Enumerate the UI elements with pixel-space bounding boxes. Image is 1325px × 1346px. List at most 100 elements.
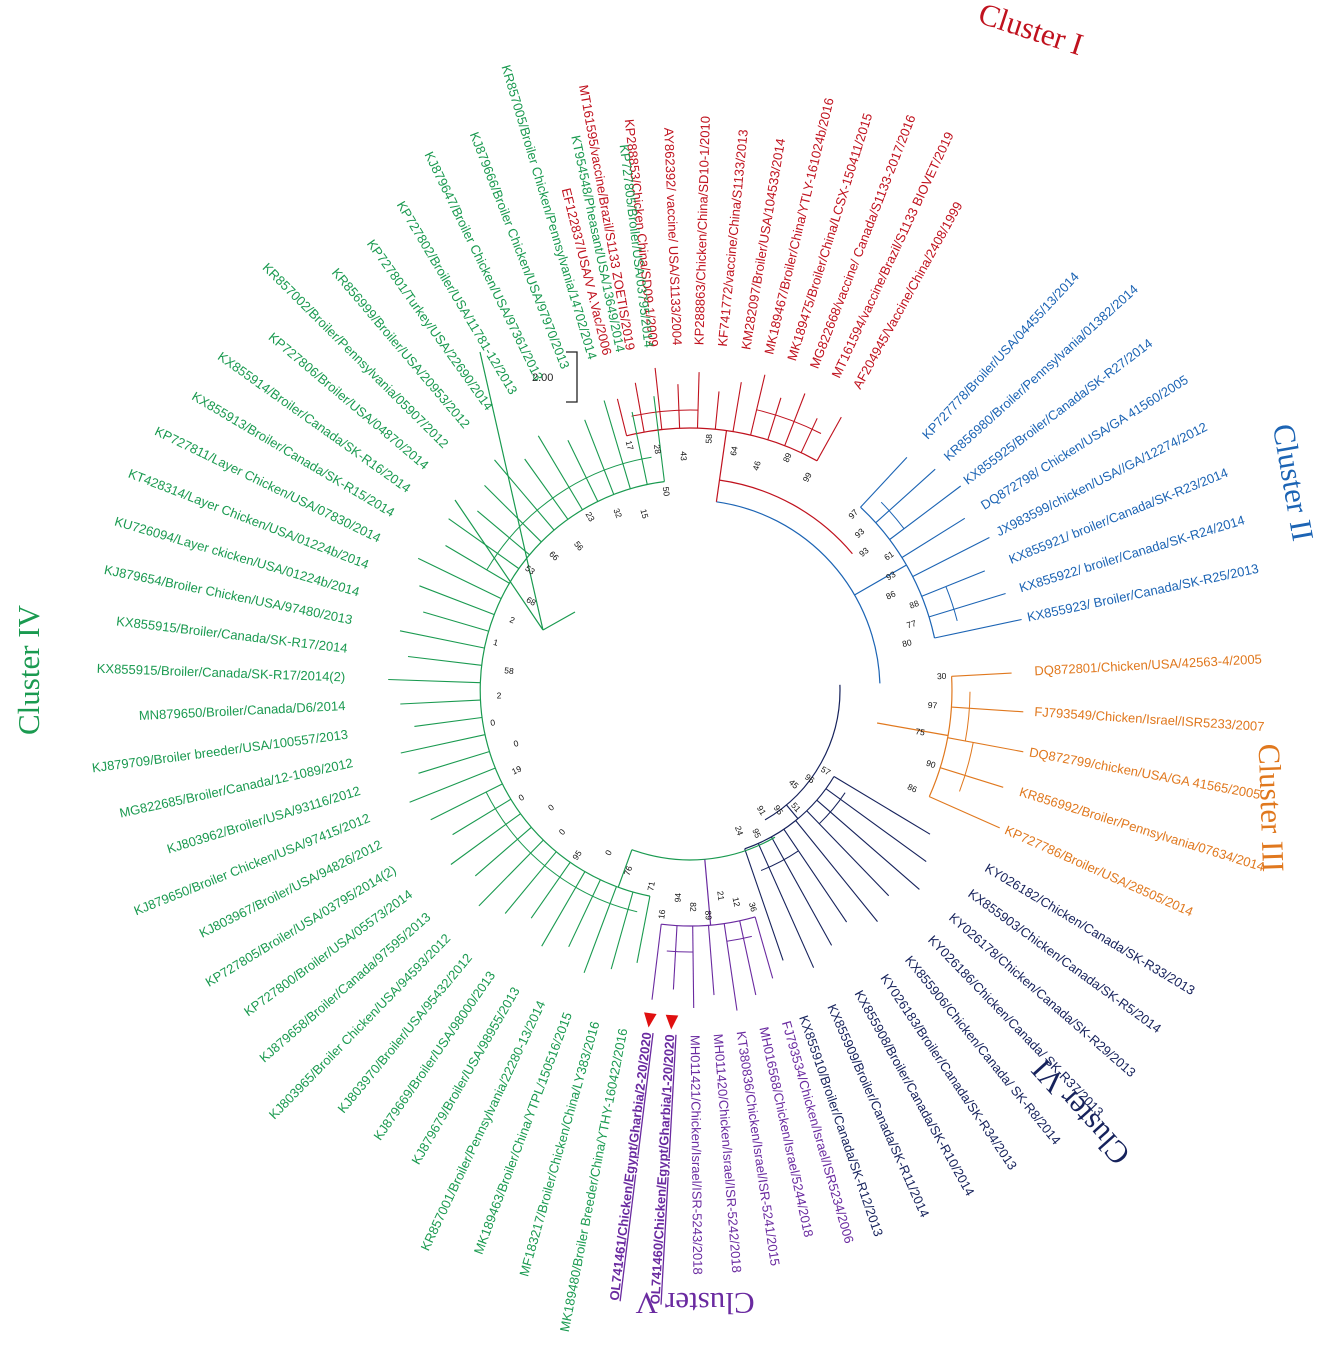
bootstrap-value: 0 [512, 738, 520, 749]
subclade-arc [880, 501, 905, 530]
leaf-branch [707, 925, 715, 996]
cluster-ii-clade [860, 457, 1022, 639]
bootstrap-value: 58 [504, 665, 515, 676]
study-isolate-markers [644, 1012, 679, 1030]
leaf-branch [921, 570, 986, 597]
cluster-v-title: Cluster V [635, 1286, 755, 1321]
leaf-branch [568, 879, 601, 948]
clade-arc [928, 676, 953, 797]
bootstrap-value: 93 [857, 545, 871, 559]
leaf-branch [860, 457, 908, 508]
leaf-branch [584, 419, 615, 495]
bootstrap-value: 99 [800, 470, 813, 483]
bootstrap-value: 46 [750, 459, 762, 471]
cluster-vi-clade [744, 776, 931, 968]
leaf-branch [732, 382, 742, 432]
leaf-branch [723, 923, 738, 1011]
clade-arc [661, 916, 756, 927]
leaf-branch [770, 836, 833, 946]
bootstrap-value: 43 [679, 451, 689, 461]
backbone-arc [719, 479, 853, 555]
leaf-branch [631, 411, 648, 485]
bootstrap-value: 90 [925, 758, 937, 770]
bootstrap-value: 94 [672, 892, 683, 902]
leaf-branch [409, 767, 496, 803]
leaf-branch [478, 839, 544, 907]
leaf-branch [583, 886, 617, 973]
leaf-branch [567, 440, 599, 502]
cluster-iv-clade [388, 396, 665, 973]
leaf-branch [951, 672, 1012, 677]
bootstrap-value: 0 [603, 848, 614, 857]
bootstrap-value: 57 [819, 764, 832, 778]
subclade-arc [945, 586, 958, 622]
bootstrap-value: 19 [510, 763, 523, 776]
leaf-branch [654, 367, 663, 430]
bootstrap-value: 71 [645, 880, 657, 891]
tree-backbone [454, 351, 949, 926]
leaf-branch [616, 398, 628, 436]
clade-arc [626, 427, 818, 462]
leaf-branch [784, 393, 806, 446]
bootstrap-value: 1 [492, 637, 499, 648]
leaf-branch [388, 678, 481, 684]
leaf-branch [940, 767, 1004, 788]
leaf-branch [417, 557, 502, 599]
leaf-label: KX855915/Broiler/Canada/SK-R17/2014(2) [97, 661, 346, 685]
bootstrap-value: 36 [747, 901, 759, 913]
bootstrap-value: 12 [731, 896, 743, 908]
leaf-label: KP288863/Chicken/China/SD10-1/2010 [691, 116, 713, 345]
backbone-arc [631, 836, 776, 861]
bootstrap-value: 45 [787, 777, 801, 791]
study-isolate-marker [665, 1014, 679, 1030]
leaf-label: DQ872799/chicken/USA/GA 41565/2005 [1028, 744, 1262, 802]
bootstrap-value: 2 [508, 614, 516, 625]
bootstrap-value: 51 [789, 800, 803, 814]
bootstrap-value: 2 [497, 690, 502, 700]
subclade-arc [485, 791, 638, 913]
leaf-branch [901, 517, 966, 558]
leaf-branch [783, 828, 848, 923]
leaf-branch [430, 783, 503, 821]
cluster-v-clade [651, 916, 774, 1011]
bootstrap-value: 61 [882, 549, 896, 563]
bootstrap-value: 80 [901, 637, 913, 649]
leaf-branch [419, 585, 495, 616]
leaf-branch [504, 851, 557, 914]
bootstrap-value: 68 [525, 594, 538, 607]
subclade-arc [964, 691, 971, 742]
leaf-branch [800, 418, 818, 453]
leaf-branch [677, 384, 681, 429]
leaf-branch [452, 798, 511, 836]
clade-arc [860, 506, 936, 639]
leaf-branch [928, 592, 1006, 618]
backbone-arc [716, 501, 881, 684]
leaf-label: DQ872801/Chicken/USA/42563-4/2005 [1034, 651, 1262, 678]
leaf-branch [400, 734, 485, 754]
leaf-label: MN879650/Broiler/Canada/D6/2014 [139, 698, 346, 723]
bootstrap-value: 89 [781, 451, 794, 464]
leaf-branch [750, 374, 766, 436]
leaf-branch [875, 468, 936, 524]
leaf-label: MH011421/Chicken/Israel/ISR-5243/2018 [688, 1035, 706, 1275]
subclade-arc [756, 409, 822, 434]
study-isolate-marker [644, 1012, 657, 1028]
bootstrap-value: 24 [733, 825, 746, 837]
bootstrap-value: 82 [688, 902, 698, 912]
leaf-branch [477, 510, 530, 556]
bootstrap-value: 0 [546, 802, 556, 813]
bootstrap-value: 86 [884, 588, 897, 601]
leaf-branch [484, 485, 542, 543]
subclade-arc [726, 935, 752, 942]
bootstrap-value: 88 [908, 598, 921, 611]
subclade-arc [486, 456, 652, 571]
cluster-iii-clade [928, 672, 1024, 829]
backbone-branch [876, 722, 949, 737]
leaf-branch [825, 788, 927, 863]
leaf-branch [929, 796, 1000, 829]
bootstrap-value: 86 [906, 782, 919, 795]
leaf-branch [418, 751, 490, 774]
bootstrap-value: 58 [703, 433, 714, 443]
bootstrap-value: 91 [755, 804, 769, 817]
